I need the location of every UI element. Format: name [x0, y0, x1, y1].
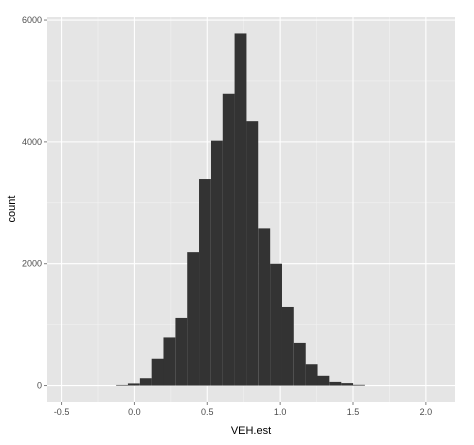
- y-tick-label: 2000: [22, 259, 42, 269]
- histogram-bar: [329, 381, 342, 386]
- x-tick-label: -0.5: [54, 407, 70, 417]
- histogram-bar: [353, 384, 365, 386]
- y-axis-title: count: [6, 196, 18, 223]
- y-tick-label: 0: [37, 381, 42, 391]
- histogram-bar: [127, 383, 140, 386]
- histogram-bar: [246, 121, 259, 386]
- y-tick-label: 6000: [22, 15, 42, 25]
- histogram-bar: [270, 263, 282, 386]
- x-tick-label: 2.0: [420, 407, 433, 417]
- x-axis: -0.5 0.0 0.5 1.0 1.5 2.0: [54, 402, 432, 417]
- histogram-bar: [175, 317, 188, 386]
- histogram-bar: [234, 33, 247, 386]
- y-tick-label: 4000: [22, 137, 42, 147]
- histogram-bars: [116, 33, 365, 386]
- histogram-bar: [139, 378, 152, 386]
- x-tick-label: 0.5: [201, 407, 214, 417]
- histogram-bar: [258, 228, 271, 386]
- histogram-bar: [199, 179, 211, 386]
- histogram-bar: [187, 252, 200, 386]
- histogram-bar: [163, 337, 176, 386]
- histogram-bar: [222, 93, 235, 386]
- x-tick-label: 1.0: [274, 407, 287, 417]
- histogram-bar: [151, 358, 164, 386]
- x-tick-label: 1.5: [347, 407, 360, 417]
- y-axis: 0 2000 4000 6000: [22, 15, 47, 391]
- x-tick-label: 0.0: [128, 407, 141, 417]
- histogram-bar: [116, 384, 128, 386]
- histogram-bar: [281, 306, 294, 386]
- histogram-bar: [341, 383, 354, 386]
- histogram-bar: [305, 364, 318, 386]
- x-axis-title: VEH.est: [231, 425, 271, 437]
- histogram-bar: [210, 140, 223, 386]
- histogram-bar: [317, 375, 330, 386]
- histogram-bar: [293, 342, 306, 386]
